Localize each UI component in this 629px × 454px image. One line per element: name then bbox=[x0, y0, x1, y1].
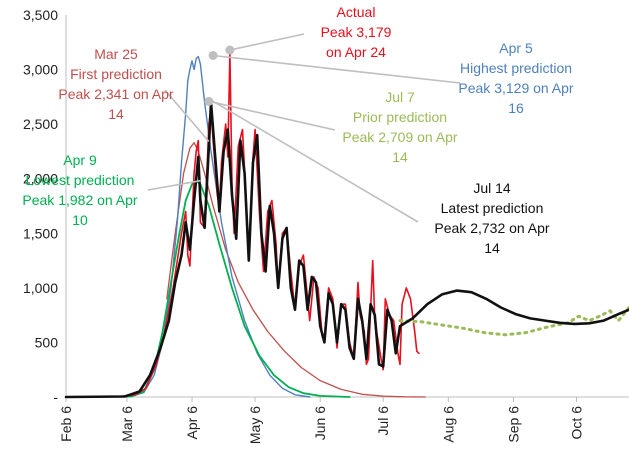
callout-leader bbox=[208, 98, 419, 223]
x-tick-label: May 6 bbox=[247, 406, 263, 444]
annotation-line: Prior prediction bbox=[353, 109, 447, 125]
annotation-line: Jul 7 bbox=[385, 89, 415, 105]
x-tick-label: Feb 6 bbox=[58, 406, 74, 442]
y-tick-label: 3,500 bbox=[23, 7, 58, 23]
x-tick-label: Apr 6 bbox=[184, 406, 200, 440]
annotation-line: 14 bbox=[392, 149, 408, 165]
annotation-line: First prediction bbox=[70, 66, 162, 82]
series-layer bbox=[64, 52, 629, 399]
callout-leader bbox=[147, 179, 201, 191]
y-tick-label: 3,000 bbox=[23, 62, 58, 78]
annotation-line: Lowest prediction bbox=[26, 172, 135, 188]
y-tick-label: 1,000 bbox=[23, 280, 58, 296]
annotation-line: Jul 14 bbox=[473, 180, 511, 196]
annotation-line: 10 bbox=[72, 212, 88, 228]
callout-leader bbox=[208, 100, 336, 131]
callout-leader bbox=[229, 33, 305, 51]
annotation-line: 16 bbox=[508, 100, 524, 116]
x-tick-label: Oct 6 bbox=[568, 406, 584, 440]
annotation-line: Peak 2,732 on Apr bbox=[434, 220, 550, 236]
annotation-line: Peak 1,982 on Apr bbox=[22, 192, 138, 208]
axes: - 500 1,000 1,500 2,000 2,500 3,000 3,500 Feb 6 M… bbox=[23, 7, 629, 444]
annotation-layer: Actual Peak 3,179 on Apr 24 Mar 25 First pre… bbox=[22, 4, 574, 256]
callout-leader bbox=[212, 54, 461, 84]
annotation-line: Actual bbox=[337, 4, 376, 20]
callout-marker bbox=[204, 96, 214, 106]
series-line bbox=[166, 142, 426, 398]
callout-marker bbox=[225, 45, 235, 55]
annotation-line: Peak 3,179 bbox=[321, 24, 392, 40]
callout-layer bbox=[147, 33, 461, 223]
annotation-line: on Apr 24 bbox=[326, 44, 386, 60]
annotation-line: 14 bbox=[108, 106, 124, 122]
annotation-line: Latest prediction bbox=[441, 200, 544, 216]
series-line bbox=[64, 101, 629, 399]
annotation-line: 14 bbox=[484, 240, 500, 256]
x-tick-label: Mar 6 bbox=[119, 406, 135, 442]
annotation-line: Peak 2,709 on Apr bbox=[342, 129, 458, 145]
x-tick-label: Aug 6 bbox=[440, 406, 456, 443]
annotation-line: Apr 9 bbox=[63, 152, 97, 168]
callout-marker bbox=[208, 50, 218, 60]
annotation-line: Peak 3,129 on Apr bbox=[458, 80, 574, 96]
callout-leader bbox=[164, 89, 210, 143]
series-line bbox=[398, 306, 629, 337]
x-tick-label: Jul 6 bbox=[375, 406, 391, 436]
y-tick-label: - bbox=[53, 389, 58, 405]
y-tick-label: 500 bbox=[35, 334, 59, 350]
x-tick-label: Sep 6 bbox=[505, 406, 521, 443]
y-tick-label: 2,000 bbox=[23, 171, 58, 187]
annotation-line: Peak 2,341 on Apr bbox=[58, 86, 174, 102]
annotation-line: Apr 5 bbox=[499, 40, 533, 56]
y-tick-label: 2,500 bbox=[23, 116, 58, 132]
annotation-line: Mar 25 bbox=[94, 46, 138, 62]
y-tick-label: 1,500 bbox=[23, 225, 58, 241]
x-tick-label: Jun 6 bbox=[312, 406, 328, 440]
annotation-line: Highest prediction bbox=[460, 60, 572, 76]
